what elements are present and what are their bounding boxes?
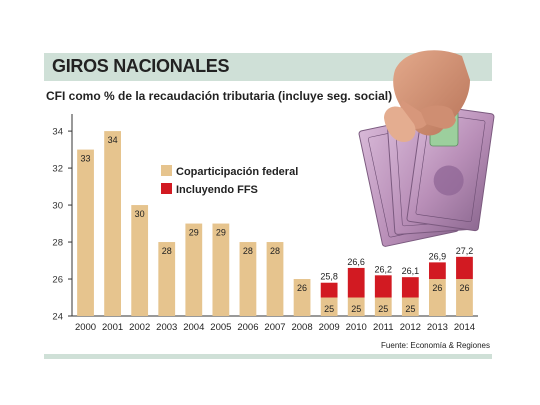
legend-swatch-ffs [161, 183, 172, 194]
bar-coparticipacion [374, 297, 392, 316]
bar-coparticipacion [239, 242, 257, 316]
bar-coparticipacion [320, 297, 338, 316]
bar-coparticipacion [293, 279, 311, 316]
value-label-coparticipacion: 28 [162, 246, 172, 256]
value-label-coparticipacion: 33 [81, 154, 91, 164]
value-label-ffs: 26,9 [429, 251, 447, 261]
x-tick-label: 2000 [75, 322, 96, 333]
x-tick-label: 2009 [319, 322, 340, 333]
bar-ffs [456, 256, 473, 280]
value-label-coparticipacion: 28 [270, 246, 280, 256]
x-tick-label: 2013 [427, 322, 448, 333]
bar-coparticipacion [456, 279, 473, 316]
y-tick-label: 28 [52, 238, 63, 249]
x-tick-label: 2003 [156, 322, 177, 333]
bar-coparticipacion [347, 297, 365, 316]
bar-coparticipacion [77, 149, 94, 316]
legend-label-coparticipacion: Coparticipación federal [176, 166, 298, 178]
value-label-coparticipacion: 25 [324, 304, 334, 314]
x-tick-label: 2006 [237, 322, 258, 333]
value-labels: 33 34 30 28 29 29 28 28 26 25,8 25 26,6 25 26,2 25 26,1… [81, 135, 474, 314]
value-label-ffs: 27,2 [456, 246, 474, 256]
bars [77, 131, 473, 316]
value-label-ffs: 26,2 [375, 264, 393, 274]
x-tick-label: 2004 [183, 322, 204, 333]
y-tick-label: 26 [52, 275, 63, 286]
value-label-ffs: 26,1 [402, 266, 420, 276]
chart-title: GIROS NACIONALES [52, 56, 230, 76]
bar-ffs [320, 282, 338, 298]
y-tick-label: 32 [52, 164, 63, 175]
value-label-coparticipacion: 25 [405, 304, 415, 314]
value-label-coparticipacion: 26 [459, 283, 469, 293]
bar-coparticipacion [131, 205, 149, 316]
value-label-coparticipacion: 25 [351, 304, 361, 314]
x-tick-label: 2007 [264, 322, 285, 333]
source-note: Fuente: Economía & Regiones [381, 341, 490, 350]
legend-swatch-coparticipacion [161, 165, 172, 176]
value-label-coparticipacion: 28 [243, 246, 253, 256]
bar-coparticipacion [158, 242, 176, 316]
x-tick-label: 2008 [291, 322, 312, 333]
bar-ffs [429, 262, 446, 280]
value-label-ffs: 26,6 [347, 257, 365, 267]
footer-band [44, 354, 492, 359]
y-tick-label: 30 [52, 201, 63, 212]
bar-ffs [401, 277, 419, 298]
bar-coparticipacion [266, 242, 284, 316]
value-label-coparticipacion: 26 [432, 283, 442, 293]
x-tick-label: 2010 [346, 322, 367, 333]
chart-subtitle: CFI como % de la recaudación tributaria … [46, 89, 393, 103]
value-label-coparticipacion: 30 [135, 209, 145, 219]
x-tick-label: 2012 [400, 322, 421, 333]
legend-label-ffs: Incluyendo FFS [176, 184, 258, 196]
value-label-ffs: 25,8 [320, 272, 338, 282]
bar-ffs [374, 275, 392, 298]
bar-coparticipacion [185, 223, 203, 316]
x-tick-label: 2011 [373, 322, 393, 333]
bar-coparticipacion [429, 279, 446, 316]
y-tick-label: 34 [52, 127, 63, 138]
x-tick-label: 2002 [129, 322, 150, 333]
value-label-coparticipacion: 25 [378, 304, 388, 314]
x-tick-label: 2001 [102, 322, 123, 333]
bar-coparticipacion [212, 223, 230, 316]
bar-coparticipacion [104, 131, 121, 316]
bar-coparticipacion [401, 297, 419, 316]
value-label-coparticipacion: 34 [108, 135, 118, 145]
hand-with-banknotes-illustration [358, 50, 495, 247]
value-label-coparticipacion: 26 [297, 283, 307, 293]
bar-ffs [347, 267, 365, 298]
x-tick-label: 2005 [210, 322, 231, 333]
x-tick-label: 2014 [454, 322, 475, 333]
value-label-coparticipacion: 29 [189, 228, 199, 238]
y-tick-label: 24 [52, 312, 63, 323]
value-label-coparticipacion: 29 [216, 228, 226, 238]
legend: Coparticipación federal Incluyendo FFS [161, 165, 298, 196]
axes: 24 26 28 30 32 34 2000 2001 2002 2003 2004 2005 2006… [52, 114, 478, 333]
